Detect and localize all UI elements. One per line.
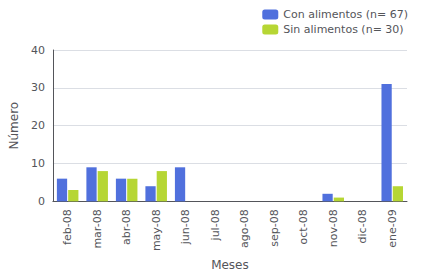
svg-text:Número: Número (7, 102, 21, 150)
svg-text:nov-08: nov-08 (327, 209, 340, 247)
svg-text:20: 20 (31, 119, 45, 132)
svg-text:dic-08: dic-08 (356, 209, 369, 243)
svg-text:Meses: Meses (211, 258, 249, 272)
svg-text:jun-08: jun-08 (179, 209, 192, 245)
svg-text:mar-08: mar-08 (91, 209, 104, 248)
svg-text:abr-08: abr-08 (120, 209, 133, 245)
svg-text:may-08: may-08 (150, 209, 163, 251)
svg-text:Sin alimentos (n= 30): Sin alimentos (n= 30) (283, 23, 403, 36)
svg-text:ago-08: ago-08 (238, 209, 251, 248)
svg-text:30: 30 (31, 81, 45, 94)
svg-text:feb-08: feb-08 (61, 209, 74, 245)
svg-text:ene-09: ene-09 (386, 209, 399, 247)
svg-text:oct-08: oct-08 (297, 209, 310, 244)
svg-text:sep-08: sep-08 (268, 209, 281, 246)
svg-text:10: 10 (31, 157, 45, 170)
svg-text:Con alimentos (n= 67): Con alimentos (n= 67) (283, 8, 408, 21)
svg-text:jul-08: jul-08 (209, 209, 222, 241)
svg-text:40: 40 (31, 44, 45, 57)
svg-text:0: 0 (38, 195, 45, 208)
